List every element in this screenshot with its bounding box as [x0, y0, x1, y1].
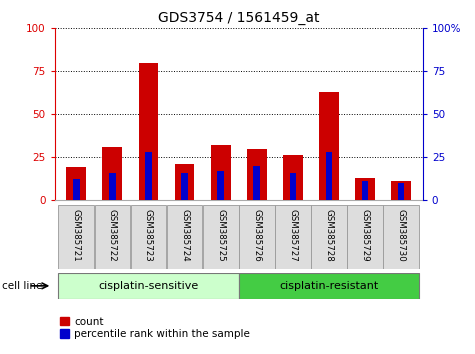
Bar — [203, 205, 238, 269]
Text: GSM385726: GSM385726 — [252, 209, 261, 261]
Bar — [362, 181, 368, 200]
Bar — [398, 183, 404, 200]
Bar — [139, 63, 158, 200]
Text: GSM385721: GSM385721 — [72, 209, 81, 261]
Bar — [319, 92, 339, 200]
Text: GSM385729: GSM385729 — [361, 209, 370, 261]
Text: GSM385722: GSM385722 — [108, 209, 117, 261]
Bar — [355, 178, 375, 200]
Text: GSM385727: GSM385727 — [288, 209, 297, 261]
Bar — [290, 172, 296, 200]
Text: GSM385723: GSM385723 — [144, 209, 153, 261]
Bar — [167, 205, 202, 269]
Text: cisplatin-sensitive: cisplatin-sensitive — [98, 281, 199, 291]
Bar — [218, 171, 224, 200]
Text: GSM385724: GSM385724 — [180, 209, 189, 261]
Bar — [391, 181, 411, 200]
Bar — [275, 205, 311, 269]
Bar — [95, 205, 130, 269]
Text: GSM385730: GSM385730 — [397, 209, 406, 261]
Bar — [239, 205, 275, 269]
Bar — [181, 172, 188, 200]
Bar — [247, 149, 266, 200]
Title: GDS3754 / 1561459_at: GDS3754 / 1561459_at — [158, 11, 319, 24]
Bar — [109, 172, 115, 200]
Bar — [347, 205, 383, 269]
Bar — [383, 205, 419, 269]
Bar — [73, 179, 79, 200]
Bar — [326, 152, 332, 200]
Bar — [175, 164, 194, 200]
Text: GSM385728: GSM385728 — [324, 209, 333, 261]
Bar — [58, 205, 94, 269]
Bar — [283, 155, 303, 200]
Bar — [103, 147, 122, 200]
Bar — [66, 167, 86, 200]
Bar — [58, 273, 238, 299]
Legend: count, percentile rank within the sample: count, percentile rank within the sample — [60, 317, 250, 339]
Text: cisplatin-resistant: cisplatin-resistant — [279, 281, 379, 291]
Bar — [131, 205, 166, 269]
Text: GSM385725: GSM385725 — [216, 209, 225, 261]
Bar — [145, 152, 152, 200]
Bar — [211, 145, 230, 200]
Text: cell line: cell line — [2, 281, 43, 291]
Bar — [254, 166, 260, 200]
Bar — [311, 205, 347, 269]
Bar — [239, 273, 419, 299]
